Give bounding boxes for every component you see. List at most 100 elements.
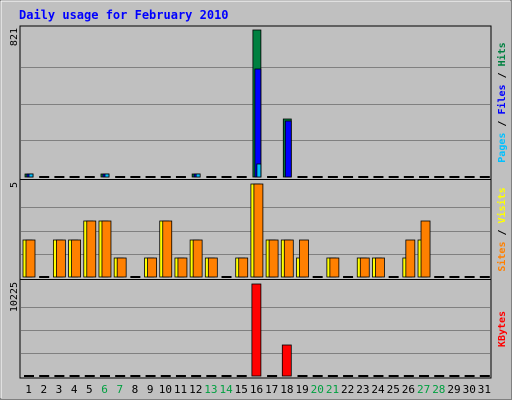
zero-marker-day-8 [130,375,141,377]
zero-marker-day-11 [175,375,186,377]
legend-separator: / [497,66,508,84]
zero-marker-day-10 [160,176,171,178]
zero-marker-day-8 [130,276,141,278]
x-label-day-23: 23 [356,383,369,396]
bar-pages-day-1 [28,173,34,178]
x-label-day-19: 19 [295,383,308,396]
panel-middle: 5 Sites / Visits [9,179,508,278]
zero-marker-day-30 [464,176,475,178]
zero-marker-day-19 [297,176,308,178]
legend-item-pages: Pages [497,133,508,163]
zero-marker-day-20 [312,276,323,278]
bar-sites-day-6 [101,220,112,278]
zero-marker-day-25 [388,276,399,278]
legend-top: Pages / Files / Hits [496,42,508,162]
zero-marker-day-23 [358,176,369,178]
legend-bottom: KBytes [497,311,508,347]
zero-marker-day-29 [449,176,460,178]
bar-sites-day-21 [329,257,340,278]
bar-files-day-16 [254,68,262,178]
zero-marker-day-3 [54,176,65,178]
zero-marker-day-22 [343,276,354,278]
max-label: 821 [9,28,20,46]
zero-marker-day-12 [191,375,202,377]
x-label-day-25: 25 [387,383,400,396]
bar-sites-day-17 [268,239,279,278]
zero-marker-day-25 [388,375,399,377]
x-label-day-14: 14 [219,383,233,396]
x-label-day-3: 3 [56,383,63,396]
x-label-day-20: 20 [311,383,324,396]
x-label-day-5: 5 [86,383,93,396]
bar-kbytes-day-16 [251,283,262,377]
x-label-day-16: 16 [250,383,263,396]
bar-sites-day-18 [283,239,294,278]
x-label-day-29: 29 [447,383,460,396]
x-label-day-24: 24 [371,383,385,396]
zero-marker-day-13 [206,375,217,377]
x-label-day-28: 28 [432,383,445,396]
x-label-day-9: 9 [147,383,154,396]
x-label-day-15: 15 [235,383,248,396]
bar-sites-day-27 [420,220,431,278]
zero-marker-day-15 [236,375,247,377]
bar-sites-day-23 [359,257,370,278]
x-label-day-1: 1 [25,383,32,396]
zero-marker-day-1 [24,375,34,377]
zero-marker-day-8 [130,176,141,178]
x-label-day-27: 27 [417,383,430,396]
legend-item-hits: Hits [496,42,508,66]
zero-marker-day-3 [54,375,65,377]
legend-middle: Sites / Visits [496,187,508,271]
x-axis-labels: 1 2 3 4 5 6 7 8 9 10 11 12 13 14 15 16 17 18 19 20 21 22 23 24 2… [25,383,491,396]
chart-panels: 821 Pages / Files / Hits 5 Sites / Visits 10… [9,28,508,377]
x-label-day-21: 21 [326,383,339,396]
bar-sites-day-13 [207,257,218,278]
x-label-day-30: 30 [463,383,476,396]
zero-marker-day-6 [99,375,110,377]
zero-marker-day-2 [39,176,50,178]
bar-pages-day-16 [256,163,262,178]
zero-marker-day-11 [175,176,186,178]
zero-marker-day-28 [434,375,445,377]
x-label-day-13: 13 [204,383,217,396]
zero-marker-day-24 [373,375,384,377]
zero-marker-day-17 [267,176,278,178]
x-label-day-26: 26 [402,383,415,396]
bar-sites-day-11 [177,257,188,278]
zero-marker-day-9 [145,176,156,178]
x-label-day-2: 2 [40,383,47,396]
zero-marker-day-25 [388,176,399,178]
zero-marker-day-14 [221,276,232,278]
bar-sites-day-3 [55,239,66,278]
zero-marker-day-21 [327,375,338,377]
zero-marker-day-4 [69,375,80,377]
zero-marker-day-20 [312,375,323,377]
zero-marker-day-28 [434,276,445,278]
bar-kbytes-day-18 [281,344,292,377]
x-label-day-31: 31 [478,383,491,396]
zero-marker-day-20 [312,176,323,178]
zero-marker-day-31 [479,276,490,278]
x-label-day-8: 8 [132,383,139,396]
zero-marker-day-31 [479,176,490,178]
zero-marker-day-29 [449,276,460,278]
bar-sites-day-1 [25,239,36,278]
legend-separator: / [497,115,508,133]
zero-marker-day-27 [419,176,430,178]
panel-top: 821 Pages / Files / Hits [9,28,508,178]
x-label-day-22: 22 [341,383,354,396]
bar-sites-day-26 [405,239,416,278]
zero-marker-day-10 [160,375,171,377]
zero-marker-day-26 [403,176,414,178]
zero-marker-day-14 [221,176,232,178]
zero-marker-day-4 [69,176,80,178]
bar-files-day-18 [284,120,292,178]
legend-item-sites: Sites [496,242,508,272]
zero-marker-day-17 [267,375,278,377]
zero-marker-day-2 [39,375,50,377]
legend-item-visits: Visits [496,187,508,223]
zero-marker-day-5 [84,176,95,178]
zero-marker-day-13 [206,176,217,178]
